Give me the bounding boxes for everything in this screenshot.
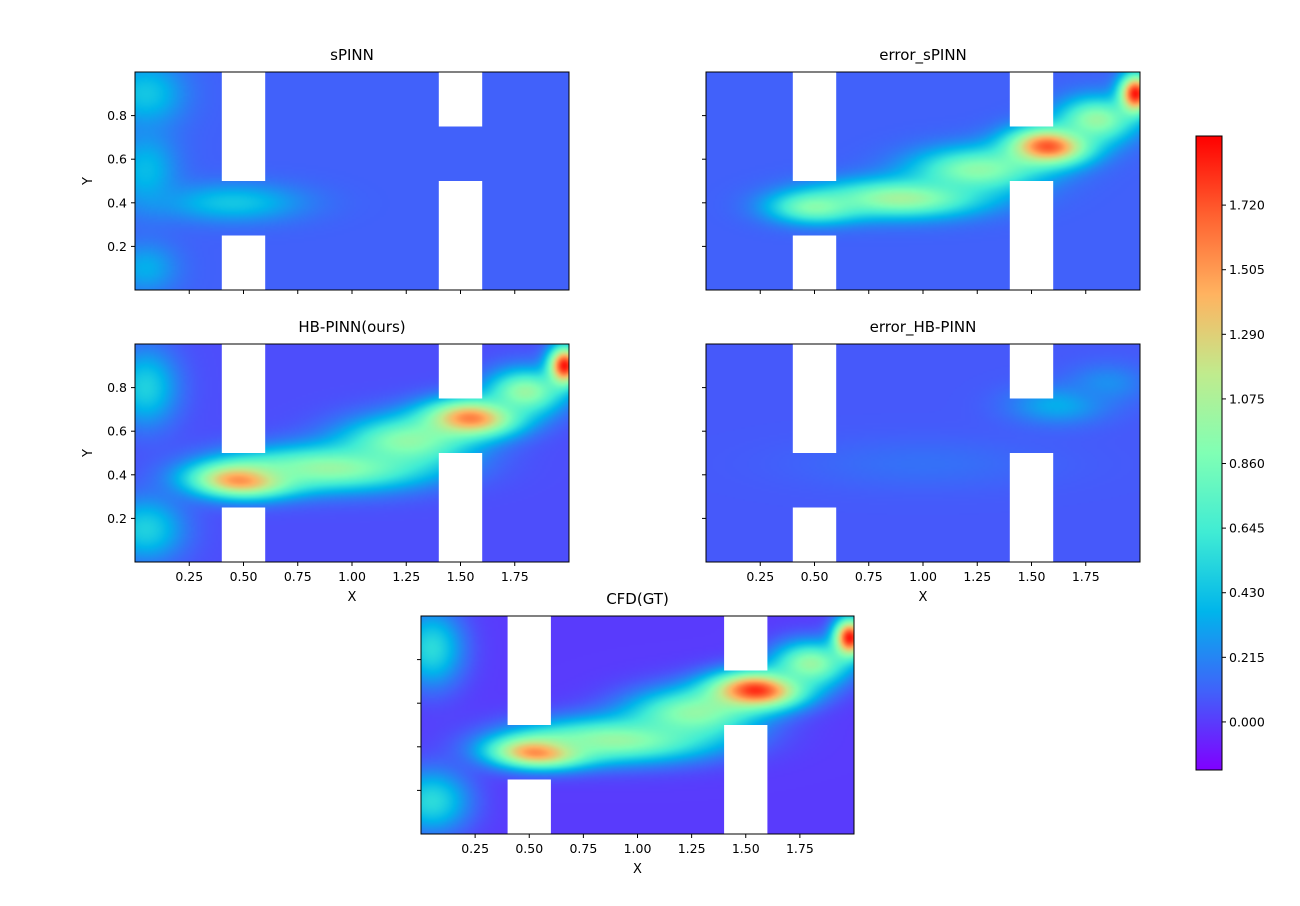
panel-hb-pinn: 0.25 0.50 0.75 1.00 1.25 1.50 1.75 0.2 0.4 0.6 0.8… [81, 318, 570, 605]
y-tick-label: 0.8 [107, 108, 127, 123]
panel-title: CFD(GT) [606, 590, 669, 608]
x-axis-label: X [919, 590, 928, 605]
colorbar-tick-label: 0.000 [1229, 714, 1265, 729]
colorbar-tick-label: 1.290 [1229, 327, 1265, 342]
heatmap-field [421, 616, 854, 834]
obstacle [438, 344, 483, 399]
obstacle [221, 344, 266, 453]
panel-title: HB-PINN(ours) [298, 318, 405, 336]
x-tick-label: 0.25 [175, 569, 203, 584]
y-tick-label: 0.4 [107, 195, 127, 210]
x-tick-label: 1.50 [1018, 569, 1046, 584]
x-tick-label: 0.25 [461, 841, 489, 856]
heatmap-field [135, 72, 569, 290]
heatmap-field [706, 344, 1140, 562]
obstacle [792, 72, 837, 181]
x-tick-label: 1.00 [338, 569, 366, 584]
x-tick-label: 1.50 [447, 569, 475, 584]
x-axis-label: X [348, 590, 357, 605]
x-tick-label: 0.50 [230, 569, 258, 584]
obstacle [792, 507, 837, 562]
heatmap-field [135, 344, 569, 562]
heatmap-field [706, 72, 1140, 290]
x-tick-label: 1.75 [1072, 569, 1100, 584]
colorbar: 0.000 0.215 0.430 0.645 0.860 1.075 1.290 1.505… [1195, 135, 1265, 771]
colorbar-tick-label: 0.215 [1229, 650, 1265, 665]
panel-title: sPINN [330, 46, 374, 64]
colorbar-tick-label: 0.430 [1229, 585, 1265, 600]
panel-error-hb-pinn: 0.25 0.50 0.75 1.00 1.25 1.50 1.75 error_HB-PIN… [702, 318, 1141, 605]
x-tick-label: 1.25 [678, 841, 706, 856]
obstacle [438, 181, 483, 290]
colorbar-tick-label: 1.075 [1229, 391, 1265, 406]
x-tick-label: 1.00 [909, 569, 937, 584]
obstacle [1009, 72, 1054, 127]
obstacle [1009, 181, 1054, 290]
x-axis-label: X [633, 862, 642, 877]
obstacle [792, 235, 837, 290]
y-tick-label: 0.6 [107, 424, 127, 439]
x-tick-label: 1.75 [501, 569, 529, 584]
obstacle [1009, 344, 1054, 399]
obstacle [507, 616, 551, 725]
obstacle [507, 779, 551, 834]
x-tick-label: 0.75 [284, 569, 312, 584]
obstacle [221, 507, 266, 562]
y-axis-label: Y [81, 449, 96, 458]
obstacle [438, 72, 483, 127]
obstacle [221, 235, 266, 290]
x-tick-label: 1.50 [732, 841, 760, 856]
y-tick-label: 0.8 [107, 380, 127, 395]
x-tick-label: 1.75 [786, 841, 814, 856]
colorbar-gradient [1195, 135, 1223, 771]
y-tick-label: 0.2 [107, 511, 127, 526]
y-tick-label: 0.4 [107, 467, 127, 482]
colorbar-tick-label: 0.645 [1229, 521, 1265, 536]
x-tick-label: 1.00 [624, 841, 652, 856]
obstacle [724, 725, 768, 834]
colorbar-tick-label: 0.860 [1229, 456, 1265, 471]
x-tick-label: 0.50 [801, 569, 829, 584]
panel-error-spinn: error_sPINN [702, 46, 1141, 294]
panel-title: error_HB-PINN [870, 318, 977, 337]
obstacle [724, 616, 768, 671]
colorbar-tick-label: 1.505 [1229, 262, 1265, 277]
y-axis-label: Y [81, 177, 96, 186]
x-tick-label: 0.75 [855, 569, 883, 584]
panel-title: error_sPINN [879, 46, 967, 65]
y-tick-label: 0.2 [107, 239, 127, 254]
x-tick-label: 1.25 [392, 569, 420, 584]
x-tick-label: 0.25 [746, 569, 774, 584]
panel-spinn: 0.2 0.4 0.6 0.8 sPINN Y [81, 46, 570, 294]
obstacle [1009, 453, 1054, 562]
obstacle [792, 344, 837, 453]
y-tick-label: 0.6 [107, 152, 127, 167]
panel-cfd-gt: 0.25 0.50 0.75 1.00 1.25 1.50 1.75 CFD(GT) X [417, 590, 855, 877]
colorbar-tick-label: 1.720 [1229, 198, 1265, 213]
obstacle [438, 453, 483, 562]
x-tick-label: 0.75 [569, 841, 597, 856]
x-tick-label: 1.25 [963, 569, 991, 584]
x-tick-label: 0.50 [515, 841, 543, 856]
obstacle [221, 72, 266, 181]
